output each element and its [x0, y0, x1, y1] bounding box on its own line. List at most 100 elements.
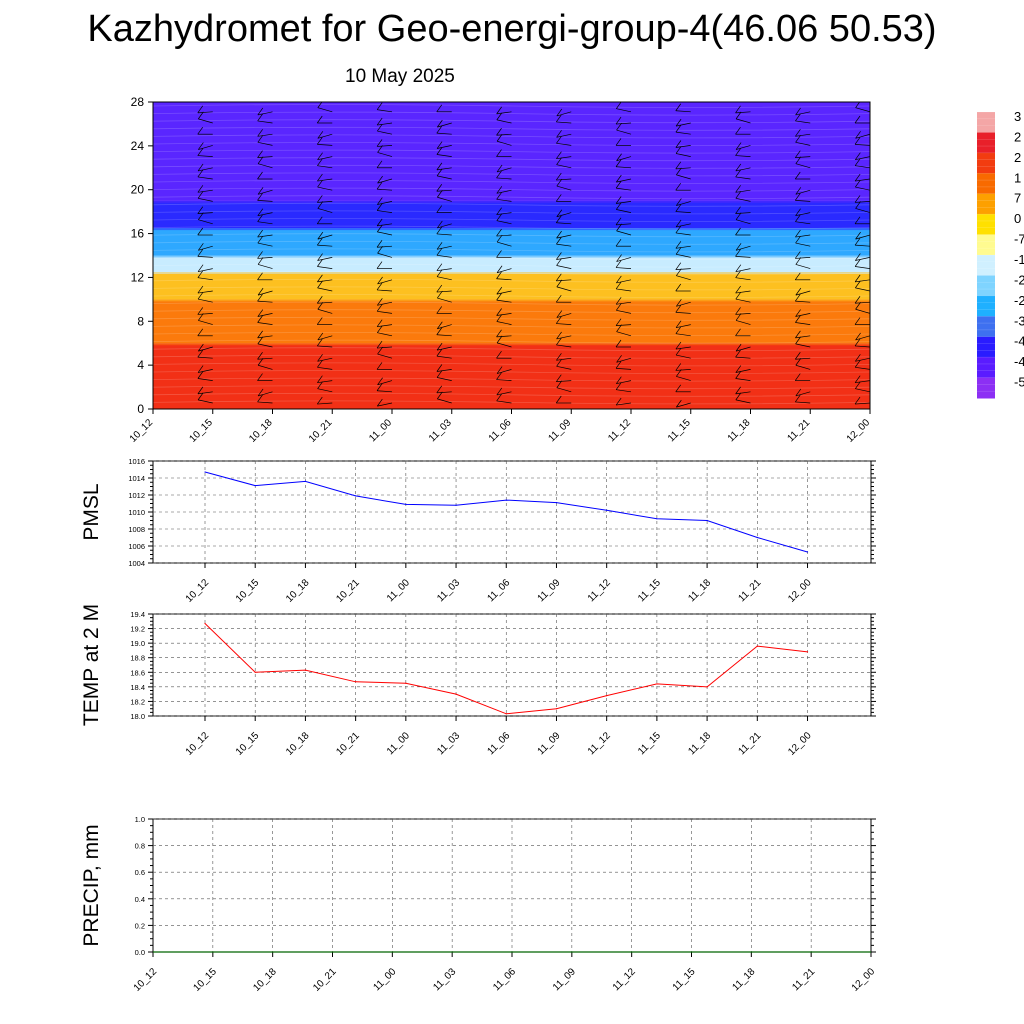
contour-line	[153, 301, 870, 306]
wind-barb	[496, 112, 503, 121]
wind-barb	[555, 395, 562, 404]
colorbar-label: -3	[1014, 313, 1024, 328]
wind-barb	[197, 105, 204, 114]
y-axis-label: PMSL	[80, 483, 103, 540]
wind-barb	[556, 323, 572, 325]
wind-barb	[496, 133, 512, 136]
wind-barb	[377, 246, 383, 254]
wind-barb	[675, 204, 682, 212]
wind-barb	[735, 176, 751, 180]
wind-barb	[437, 377, 452, 381]
wind-barb	[616, 279, 632, 284]
wind-barb	[556, 185, 572, 191]
wind-barb	[795, 309, 801, 317]
wind-barb	[616, 187, 632, 191]
y-tick-label: 19.2	[130, 625, 145, 634]
wind-barb	[676, 376, 691, 381]
contour-line	[153, 240, 870, 245]
wind-barb	[735, 206, 741, 214]
wind-barb	[317, 158, 323, 166]
wind-barb	[795, 322, 811, 325]
data-point	[806, 551, 809, 553]
wind-barb	[257, 150, 263, 158]
wind-barb	[436, 355, 452, 359]
wind-barb	[616, 254, 622, 262]
wind-barb	[496, 278, 512, 281]
wind-barb	[616, 324, 622, 332]
colorbar-swatch	[977, 132, 995, 154]
wind-barb	[257, 111, 273, 116]
contour-line	[153, 233, 870, 238]
wind-barb	[735, 343, 742, 352]
wind-barb	[138, 385, 143, 392]
colorbar-swatch	[977, 336, 995, 358]
wind-barb	[496, 167, 512, 173]
data-point	[656, 518, 658, 520]
wind-barb	[735, 313, 742, 321]
y-tick-label: 4	[137, 358, 144, 372]
wind-barb	[197, 155, 213, 157]
wind-barb	[197, 285, 204, 294]
wind-barb	[735, 320, 751, 325]
wind-barb	[855, 208, 870, 213]
wind-barb	[855, 279, 870, 283]
wind-barb	[795, 293, 801, 302]
wind-barb	[257, 388, 264, 397]
wind-barb	[436, 284, 443, 293]
y-tick-label: 16	[131, 227, 145, 241]
wind-barb	[795, 257, 802, 265]
wind-barb	[377, 332, 393, 337]
wind-barb	[855, 253, 861, 261]
wind-barb	[317, 165, 333, 169]
data-point	[304, 480, 307, 482]
wind-barb	[735, 227, 741, 236]
wind-barb	[675, 219, 682, 228]
wind-barb	[257, 141, 273, 146]
wind-barb	[317, 279, 333, 283]
wind-barb	[735, 277, 751, 281]
panel-frame	[152, 613, 872, 717]
wind-barb	[735, 270, 741, 278]
wind-barb	[795, 357, 811, 360]
data-point	[756, 645, 758, 647]
wind-barb	[616, 223, 622, 232]
contour-line	[153, 202, 870, 207]
wind-barb	[735, 169, 741, 178]
wind-barb	[496, 366, 503, 374]
x-tick-label: 10_18	[247, 417, 275, 445]
colorbar-label: -4	[1014, 334, 1024, 349]
contour-line	[153, 256, 870, 260]
wind-barb	[855, 102, 861, 108]
wind-barb	[138, 162, 143, 169]
wind-barb	[795, 129, 801, 137]
x-tick-label: 10_15	[234, 730, 262, 758]
panel-frame	[152, 460, 872, 564]
wind-barb	[153, 302, 154, 303]
wind-barb	[153, 156, 154, 157]
wind-barb	[317, 186, 333, 191]
heatmap-blend	[153, 198, 870, 203]
wind-barb	[376, 340, 383, 349]
wind-barb	[496, 212, 512, 216]
y-tick-label: 18.0	[130, 712, 145, 721]
wind-barb	[855, 266, 870, 269]
wind-barb	[257, 200, 273, 202]
y-tick-label: 1004	[128, 559, 145, 568]
wind-barb	[795, 358, 802, 366]
wind-barb	[676, 299, 682, 307]
wind-barb	[436, 205, 443, 213]
wind-barb	[496, 192, 502, 200]
wind-barb	[496, 299, 512, 303]
wind-barb	[675, 225, 682, 234]
wind-barb	[153, 246, 154, 247]
y-tick-label: 1014	[128, 474, 145, 483]
wind-barb	[855, 287, 870, 292]
wind-barb	[377, 178, 393, 184]
wind-barb	[138, 119, 143, 126]
wind-barb	[735, 313, 751, 315]
wind-barb	[496, 106, 502, 115]
wind-barb	[437, 398, 452, 404]
wind-barb	[795, 234, 811, 238]
wind-barb	[317, 137, 323, 145]
